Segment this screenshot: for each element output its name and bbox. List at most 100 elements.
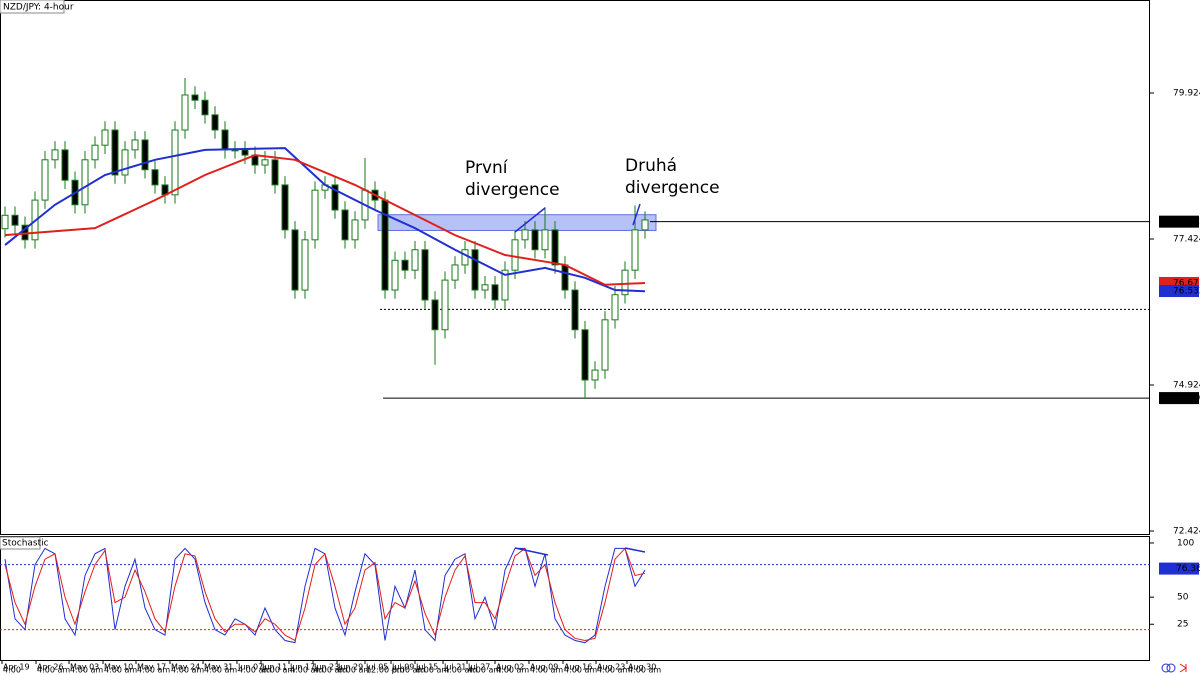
candle-body	[181, 94, 189, 131]
x-tick-time: 4:00 am	[290, 666, 323, 675]
moving-average	[4, 154, 646, 286]
candle-body	[301, 239, 309, 291]
x-tick-time: 4:00 am	[444, 666, 477, 675]
x-tick-time: 4:00 am	[530, 666, 563, 675]
candle-body	[11, 214, 19, 226]
stoch-line	[4, 547, 646, 642]
candle-body	[561, 264, 569, 291]
candle-body	[1, 214, 9, 230]
candle-body	[481, 284, 489, 291]
x-tick-label: Apr 19	[3, 663, 30, 672]
x-tick-time: 4:00 am	[37, 666, 70, 675]
candle-body	[171, 129, 179, 196]
candle-body	[441, 279, 449, 331]
price-frame	[0, 0, 1150, 535]
x-tick-label: Aug 02	[496, 663, 524, 672]
candle-body	[451, 264, 459, 281]
candle-body	[201, 99, 209, 116]
annotation: První divergence	[465, 158, 560, 200]
candle-body	[91, 144, 99, 161]
x-tick-label: Aug 23	[597, 663, 625, 672]
stoch-frame	[0, 536, 1150, 661]
candle-body	[591, 369, 599, 381]
x-tick-time: 4:00 am	[70, 666, 103, 675]
price-marker-label: 74.700	[1173, 394, 1200, 404]
x-tick-label: Jul 09	[391, 663, 414, 672]
icons	[1161, 663, 1187, 673]
chart-title: NZD/JPY: 4-hour	[3, 3, 74, 13]
x-tick-time: 4:00 am	[314, 666, 347, 675]
x-tick-time: 4:00 am	[628, 666, 661, 675]
price-marker-label: 76.671	[1173, 278, 1200, 288]
title-box	[0, 0, 65, 14]
candle-body	[391, 259, 399, 291]
stoch-marker-label: 76.36	[1176, 564, 1200, 574]
x-tick-time: 4:00	[3, 666, 21, 675]
candle-body	[41, 159, 49, 201]
y-tick-label: 79.924	[1173, 88, 1200, 98]
stoch-title: Stochastic	[2, 539, 49, 549]
x-tick-label: May 31	[204, 663, 233, 672]
candle-body	[411, 249, 419, 271]
annotation: Druhá divergence	[625, 156, 720, 198]
y-tick-label: 72.424	[1173, 527, 1200, 537]
candle-body	[431, 299, 439, 331]
candle-body	[331, 184, 339, 211]
candle-body	[121, 149, 129, 176]
candle-body	[521, 229, 529, 241]
x-tick-time: 4:00 am	[104, 666, 137, 675]
candle-body	[271, 159, 279, 186]
candle-body	[421, 249, 429, 301]
y-tick-label: 77.424	[1173, 234, 1200, 244]
candle-body	[581, 329, 589, 381]
x-tick-time: 12:00 pm	[366, 666, 405, 675]
stoch-tick-label: 50	[1177, 593, 1189, 603]
divergence-line	[514, 207, 546, 233]
candle-body	[461, 249, 469, 266]
x-tick-time: 4:00 am	[597, 666, 630, 675]
candle-body	[131, 139, 139, 151]
candle-body	[351, 219, 359, 241]
candle-body	[341, 209, 349, 241]
icon[interactable]	[1166, 663, 1176, 673]
divergence-line	[514, 547, 549, 556]
x-tick-time: 4:00 am	[496, 666, 529, 675]
x-tick-time: 8:00 am	[338, 666, 371, 675]
icon[interactable]	[1179, 663, 1187, 673]
price-marker-label: 76.533	[1173, 287, 1200, 297]
x-tick-time: 4:00 am	[238, 666, 271, 675]
x-tick-label: Jul 27	[467, 663, 490, 672]
x-tick-label: Aug 30	[628, 663, 656, 672]
x-tick-label: Aug 09	[530, 663, 558, 672]
candle-body	[261, 159, 269, 166]
candle-body	[531, 229, 539, 251]
y-tick-label: 74.924	[1173, 381, 1200, 391]
candle-body	[51, 149, 59, 161]
x-tick-label: Jul 15	[415, 663, 438, 672]
candle-body	[281, 184, 289, 231]
candle-body	[221, 129, 229, 151]
candle-body	[111, 129, 119, 176]
x-tick-time: 4:00 am	[137, 666, 170, 675]
x-tick-label: Jun 07	[237, 663, 263, 672]
x-tick-label: May 17	[137, 663, 166, 672]
candle-body	[401, 259, 409, 271]
x-tick-time: 8:00 am	[392, 666, 425, 675]
moving-average	[4, 147, 646, 293]
candle-body	[511, 239, 519, 271]
candle-body	[101, 129, 109, 146]
candle-body	[541, 229, 549, 251]
divergence-line	[632, 203, 641, 226]
x-tick-label: Jun 11	[261, 663, 287, 672]
x-tick-label: May 10	[104, 663, 133, 672]
candle-body	[61, 149, 69, 181]
icon[interactable]	[1161, 663, 1171, 673]
candle-body	[631, 229, 639, 271]
x-tick-label: Aug 16	[564, 663, 592, 672]
candle-body	[551, 229, 559, 266]
candle-body	[141, 139, 149, 171]
x-tick-time: 4:00 am	[468, 666, 501, 675]
x-tick-time: 4:00 am	[204, 666, 237, 675]
price-marker	[1159, 392, 1199, 405]
